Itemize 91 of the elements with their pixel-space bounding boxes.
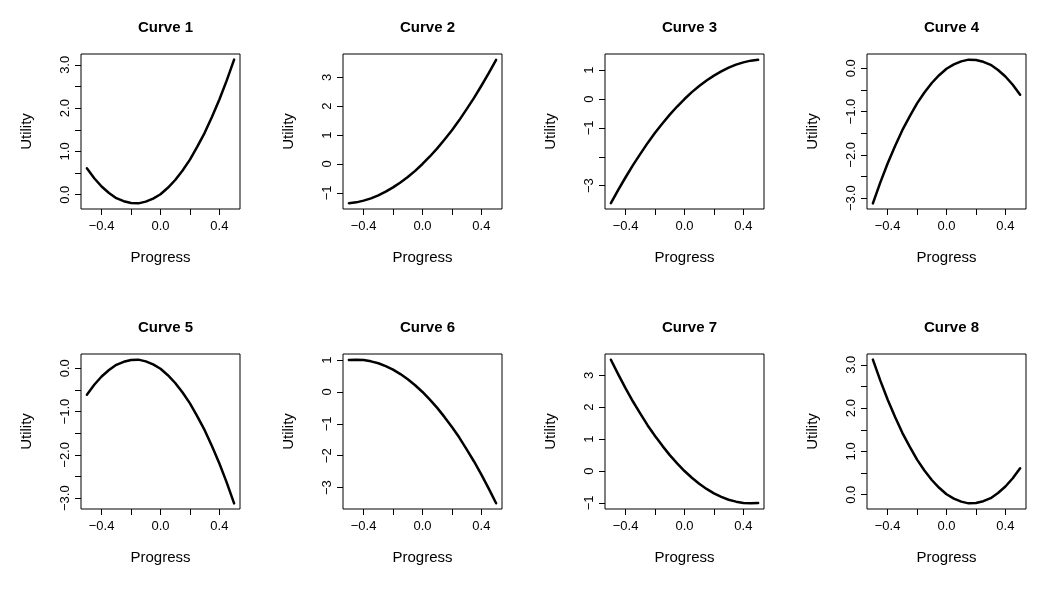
chart-title: Curve 2 [399,18,456,35]
line-series [347,58,498,205]
y-tick-label: 1.0 [843,442,858,461]
y-tick-label: 3 [319,73,334,81]
y-tick-label: −2.0 [843,142,858,168]
x-tick-label: −0.4 [874,218,901,233]
y-tick-label: 0 [319,160,334,168]
line-series [609,58,760,205]
x-tick-label: 0.0 [937,218,956,233]
chart-title: Curve 3 [661,18,718,35]
y-tick-label: −2 [319,448,334,464]
x-axis-title: Progress [916,248,977,265]
x-tick-label: 0.0 [937,518,956,533]
y-tick-label: −1.0 [843,98,858,125]
y-tick-label: 0 [319,388,334,396]
x-tick-label: −0.4 [88,218,115,233]
y-axis-title: Utility [17,112,34,150]
y-tick-label: 1.0 [57,142,72,161]
y-tick-label: 0 [581,467,596,475]
y-tick-label: −1 [319,185,334,201]
line-series [609,358,760,505]
x-axis-title: Progress [654,248,715,265]
x-axis-title: Progress [130,248,191,265]
x-tick-label: 0.4 [210,218,229,233]
y-tick-label: 0 [581,95,596,103]
x-tick-label: 0.0 [413,518,432,533]
y-axis-title: Utility [803,412,820,450]
x-tick-label: 0.4 [472,518,491,533]
chart-title: Curve 1 [137,18,194,35]
chart-title: Curve 7 [661,318,718,335]
y-tick-label: 0.0 [843,59,858,78]
x-tick-label: 0.4 [996,518,1015,533]
x-tick-label: −0.4 [874,518,901,533]
y-tick-label: 1 [581,66,596,74]
y-tick-label: −3.0 [57,485,72,512]
x-axis-title: Progress [130,548,191,565]
y-tick-label: 3 [581,371,596,379]
y-tick-label: −3.0 [843,185,858,212]
x-tick-label: 0.4 [734,218,753,233]
x-tick-label: 0.0 [675,518,694,533]
line-series [85,358,236,505]
chart-title: Curve 4 [923,18,980,35]
y-tick-label: −1 [581,495,596,511]
y-tick-label: −1 [319,416,334,432]
x-tick-label: 0.4 [472,218,491,233]
x-tick-label: −0.4 [350,218,377,233]
line-series [85,58,236,205]
y-tick-label: 3.0 [57,55,72,74]
chart-title: Curve 6 [399,318,456,335]
y-tick-label: −1 [581,120,596,136]
line-series [347,358,498,505]
y-tick-label: 1 [319,131,334,139]
y-tick-label: 3.0 [843,355,858,374]
y-tick-label: 2 [319,102,334,110]
y-axis-title: Utility [17,412,34,450]
y-tick-label: 2 [581,403,596,411]
y-tick-label: −3 [319,480,334,496]
chart-title: Curve 5 [137,318,194,335]
y-tick-label: 0.0 [843,485,858,504]
y-axis-title: Utility [803,112,820,150]
chart-title: Curve 8 [923,318,980,335]
line-series [871,358,1022,505]
y-tick-label: −3 [581,178,596,194]
x-tick-label: 0.4 [734,518,753,533]
y-tick-label: 2.0 [843,399,858,418]
x-tick-label: −0.4 [88,518,115,533]
y-axis-title: Utility [279,412,296,450]
x-tick-label: 0.0 [675,218,694,233]
y-tick-label: 1 [581,435,596,443]
x-tick-label: 0.0 [413,218,432,233]
x-tick-label: 0.4 [210,518,229,533]
y-tick-label: 0.0 [57,185,72,204]
x-tick-label: −0.4 [350,518,377,533]
x-axis-title: Progress [654,548,715,565]
x-tick-label: −0.4 [612,218,639,233]
x-axis-title: Progress [392,548,453,565]
x-tick-label: −0.4 [612,518,639,533]
x-axis-title: Progress [392,248,453,265]
x-axis-title: Progress [916,548,977,565]
y-axis-title: Utility [279,112,296,150]
y-tick-label: 1 [319,356,334,364]
y-tick-label: −2.0 [57,442,72,468]
y-axis-title: Utility [541,112,558,150]
y-axis-title: Utility [541,412,558,450]
y-tick-label: 2.0 [57,99,72,118]
y-tick-label: 0.0 [57,359,72,378]
x-tick-label: 0.0 [151,518,170,533]
x-tick-label: 0.0 [151,218,170,233]
line-series [871,58,1022,205]
x-tick-label: 0.4 [996,218,1015,233]
y-tick-label: −1.0 [57,398,72,425]
